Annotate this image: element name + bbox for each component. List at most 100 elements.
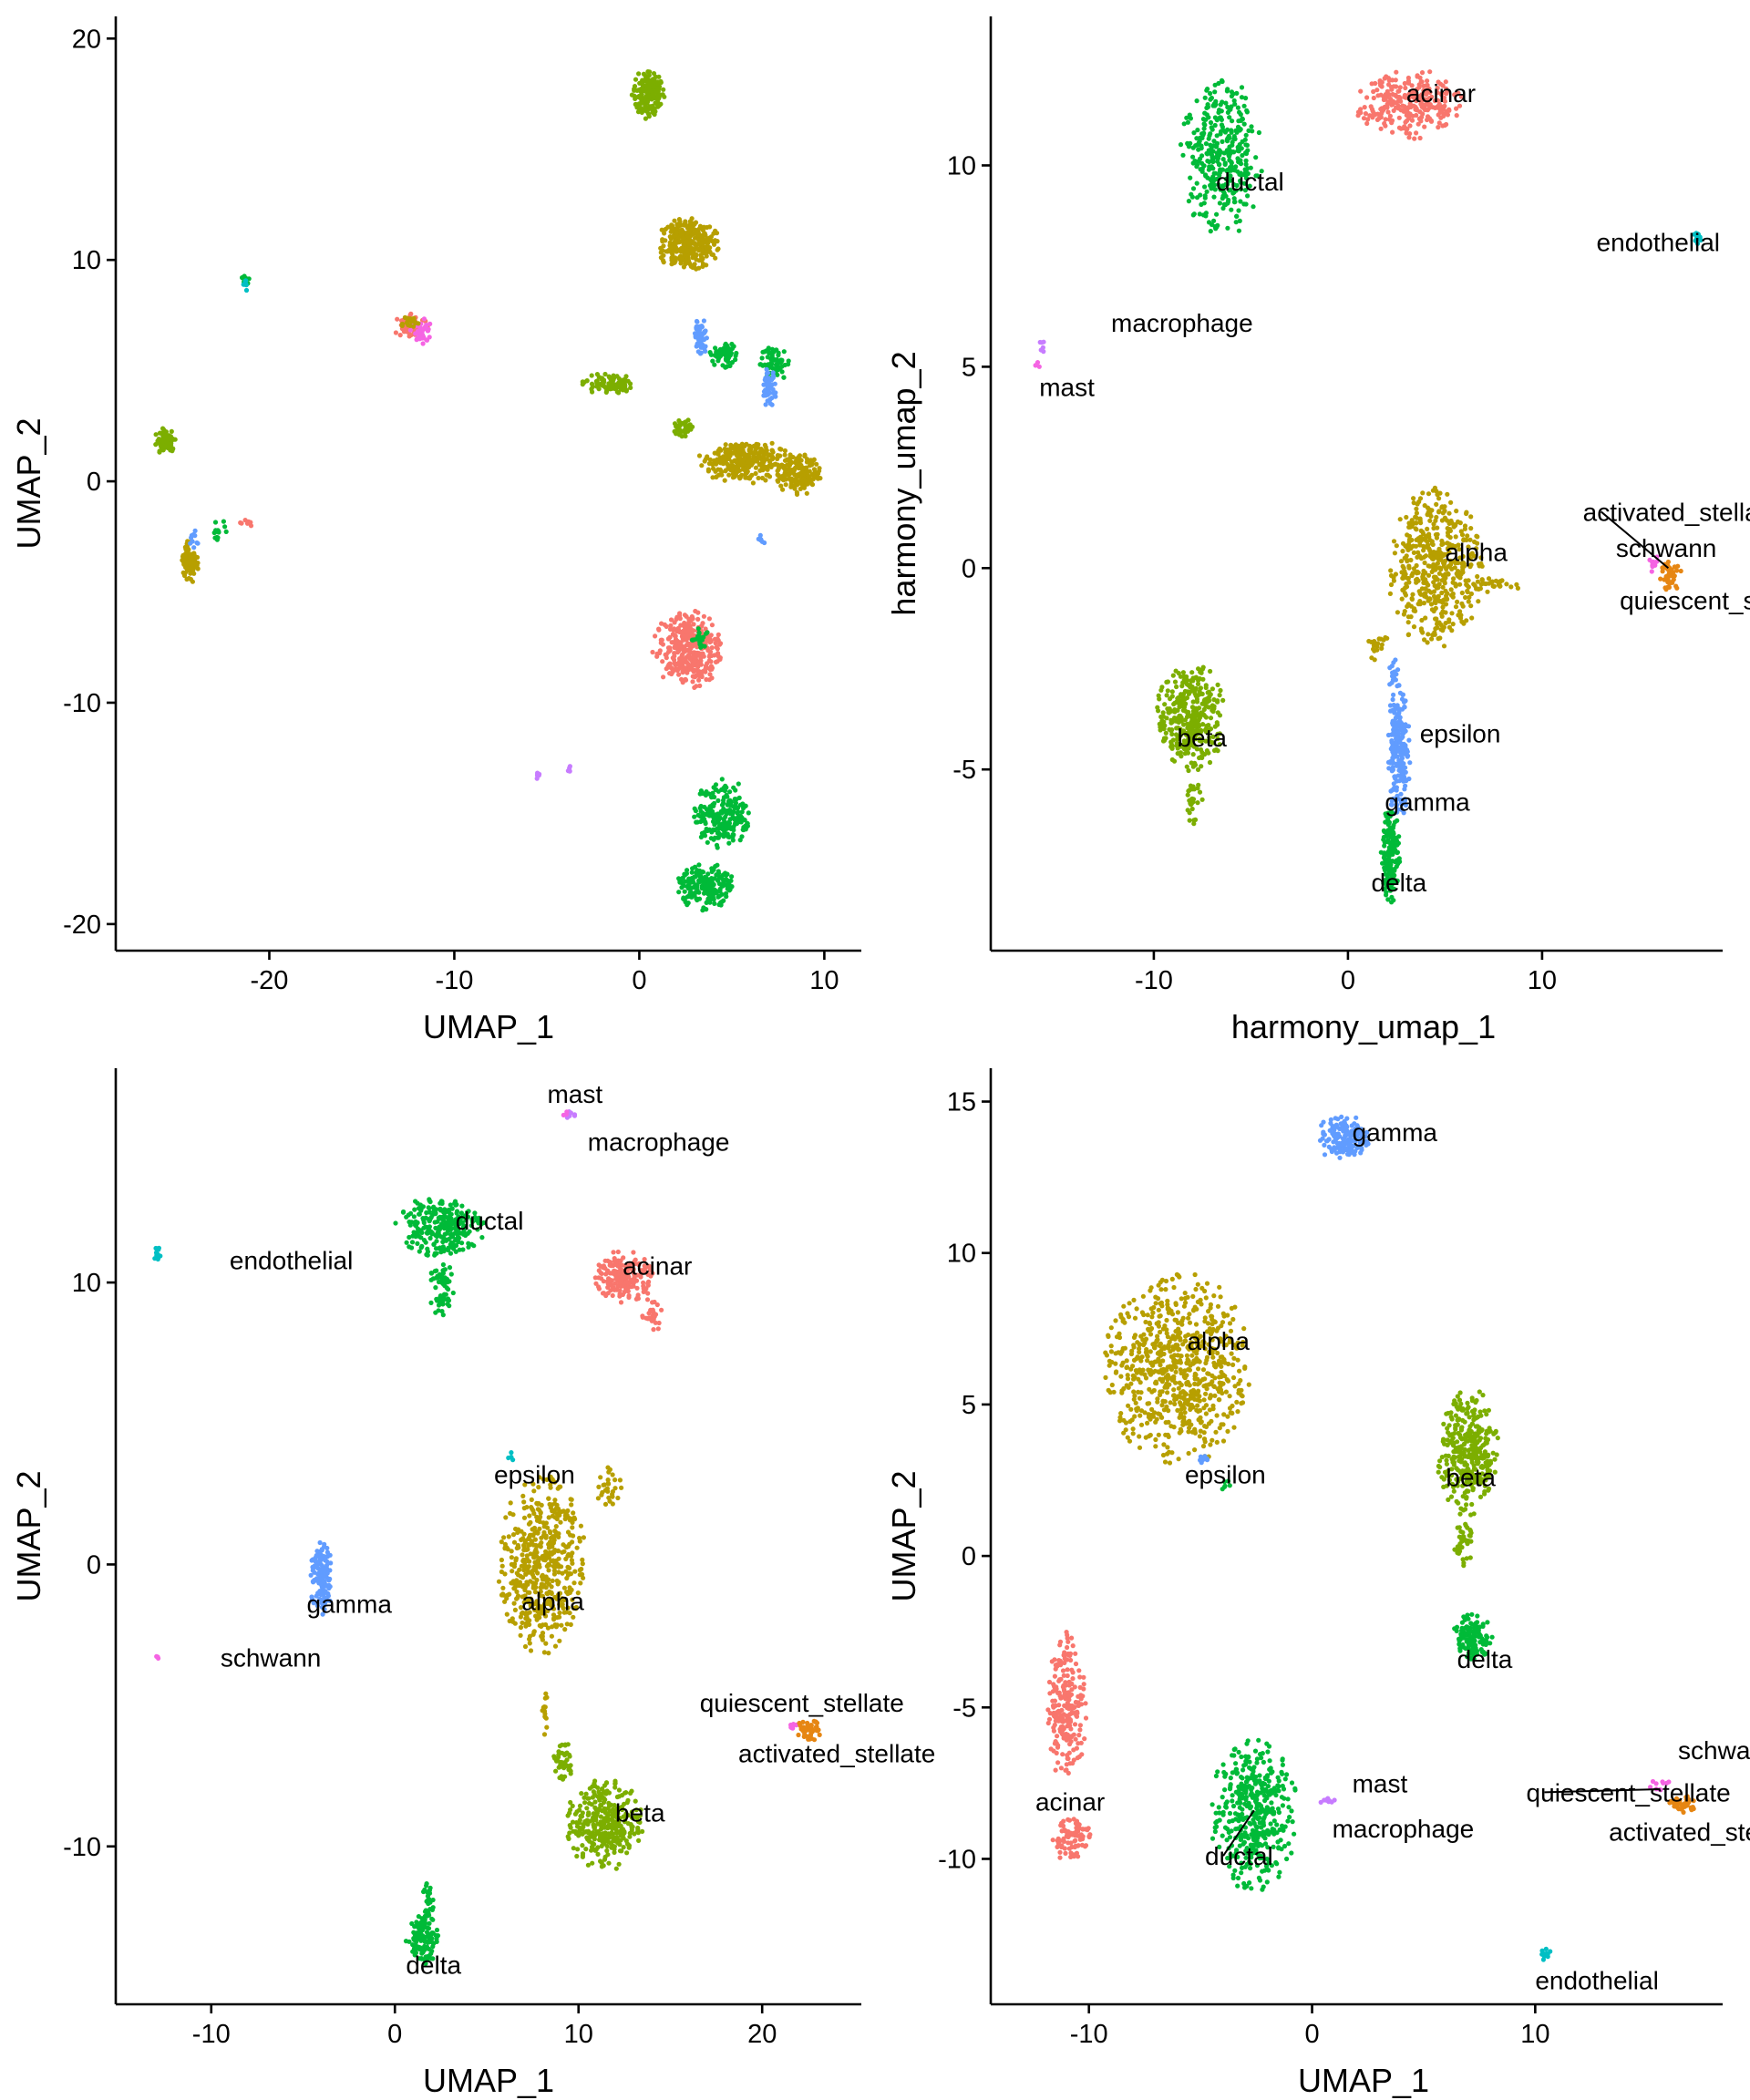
data-point: [1168, 708, 1174, 714]
data-point: [445, 1296, 451, 1302]
data-point: [690, 663, 696, 668]
data-point: [1441, 624, 1446, 630]
data-point: [669, 257, 674, 263]
data-point: [616, 376, 622, 381]
data-point: [1214, 150, 1220, 156]
data-point: [693, 608, 698, 614]
data-point: [620, 387, 626, 393]
data-point: [1186, 712, 1191, 717]
data-point: [720, 880, 726, 887]
data-point: [1440, 123, 1446, 129]
data-point: [685, 868, 690, 873]
data-point: [1396, 115, 1402, 120]
data-point: [248, 520, 253, 525]
data-point: [702, 329, 707, 335]
data-point: [762, 377, 767, 383]
data-point: [1434, 501, 1439, 508]
data-point: [701, 613, 707, 619]
data-point: [602, 385, 609, 390]
data-point: [1173, 668, 1179, 674]
data-point: [744, 441, 749, 447]
data-point: [715, 246, 721, 252]
data-point: [682, 612, 688, 618]
data-point: [1458, 529, 1464, 534]
data-point: [707, 639, 713, 645]
data-point: [707, 224, 713, 230]
data-point: [1405, 632, 1412, 637]
y-tick-label: 5: [962, 353, 976, 382]
data-point: [1455, 572, 1460, 579]
data-point: [731, 832, 736, 838]
data-point: [665, 636, 672, 642]
data-point: [1170, 673, 1176, 678]
data-point: [438, 1293, 443, 1299]
data-point: [170, 448, 175, 454]
data-point: [628, 385, 633, 390]
data-point: [417, 336, 423, 342]
data-point: [709, 675, 715, 681]
data-point: [707, 457, 713, 462]
data-point: [697, 242, 703, 247]
data-point: [804, 459, 810, 465]
data-point: [1386, 77, 1392, 83]
data-point: [1441, 643, 1447, 649]
data-point: [1211, 194, 1217, 200]
x-tick-label: -10: [435, 966, 473, 995]
data-point: [750, 480, 757, 486]
cluster-21: [689, 626, 710, 650]
data-point: [1239, 95, 1245, 100]
data-point: [1197, 789, 1203, 795]
data-point: [707, 900, 713, 905]
data-point: [1415, 121, 1421, 127]
data-point: [1396, 706, 1402, 712]
data-point: [612, 376, 617, 381]
data-point: [676, 221, 682, 227]
data-point: [646, 114, 652, 119]
data-point: [1221, 190, 1227, 196]
data-point: [690, 866, 695, 871]
data-point: [1431, 525, 1436, 531]
data-point: [804, 490, 809, 496]
data-point: [1436, 571, 1442, 576]
data-point: [1191, 130, 1197, 136]
data-point: [669, 222, 674, 228]
data-point: [1390, 670, 1396, 675]
data-point: [1364, 120, 1370, 127]
data-point: [438, 1214, 443, 1220]
data-point: [1165, 679, 1170, 685]
data-point: [680, 680, 685, 685]
data-point: [697, 868, 703, 874]
data-point: [1162, 702, 1168, 707]
data-point: [708, 836, 714, 841]
data-point: [698, 324, 704, 330]
data-point: [1232, 101, 1238, 107]
data-point: [1185, 140, 1190, 146]
data-point: [1208, 715, 1214, 721]
data-point: [691, 650, 696, 655]
data-point: [712, 450, 717, 456]
data-point: [705, 839, 710, 845]
data-point: [1426, 582, 1431, 588]
cluster-18: [188, 528, 201, 551]
data-point: [692, 264, 697, 271]
data-point: [1414, 506, 1419, 511]
data-point: [767, 386, 772, 392]
cluster-label: acinar: [1406, 79, 1476, 108]
data-point: [696, 660, 703, 665]
data-point: [427, 1227, 432, 1232]
data-point: [447, 1265, 453, 1271]
data-point: [1215, 710, 1220, 715]
data-point: [663, 226, 669, 232]
cluster-label: epsilon: [1420, 719, 1501, 747]
data-point: [1369, 81, 1374, 87]
data-point: [1419, 70, 1426, 76]
cluster-label: gamma: [1385, 788, 1470, 817]
data-point: [709, 238, 715, 243]
data-point: [732, 447, 737, 452]
data-point: [448, 1225, 454, 1230]
data-point: [1159, 718, 1165, 724]
data-point: [404, 320, 409, 325]
data-point: [1201, 126, 1207, 131]
data-point: [779, 358, 785, 364]
data-point: [1203, 213, 1209, 219]
